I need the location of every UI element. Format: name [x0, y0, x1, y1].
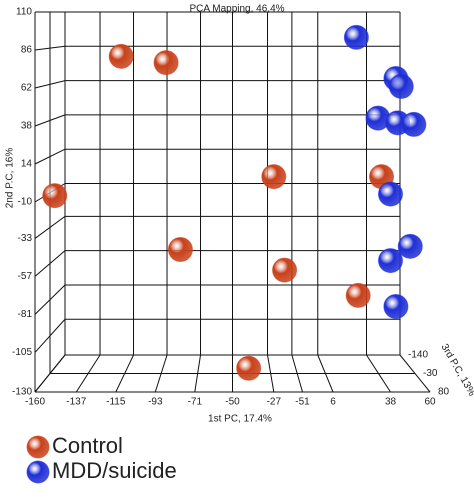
y-tick-label: -130	[12, 387, 32, 398]
point	[153, 50, 179, 76]
y-tick-label: -57	[18, 271, 33, 282]
z-tick-label: 80	[438, 387, 450, 398]
y-tick-label: -33	[18, 233, 33, 244]
legend-label: Control	[52, 433, 123, 458]
point	[343, 24, 369, 50]
y-tick-label: -10	[18, 197, 33, 208]
point	[378, 181, 403, 207]
point	[378, 248, 403, 274]
y-tick-label: -81	[18, 309, 33, 320]
legend-label: MDD/suicide	[52, 458, 177, 483]
x-tick-label: -115	[106, 397, 126, 408]
legend-marker	[26, 435, 50, 459]
x-tick-label: -71	[188, 397, 203, 408]
point	[261, 164, 287, 190]
x-tick-label: -137	[66, 397, 86, 408]
chart-title: PCA Mapping, 46.4%	[189, 4, 284, 15]
grid	[34, 11, 431, 393]
point	[345, 282, 371, 308]
x-axis-label: 1st PC, 17.4%	[208, 414, 272, 425]
point	[167, 237, 193, 262]
point	[108, 43, 134, 69]
x-tick-label: -27	[267, 397, 282, 408]
point	[383, 294, 409, 319]
z-tick-label: -140	[408, 350, 428, 361]
x-tick-label: 6	[330, 397, 336, 408]
y-axis-label: 2nd P.C, 16%	[5, 148, 16, 209]
point	[236, 355, 262, 381]
x-tick-label: -50	[225, 397, 240, 408]
y-tick-label: 38	[21, 121, 33, 132]
z-tick-label: -30	[423, 368, 438, 379]
y-tick-label: 62	[21, 83, 33, 94]
point	[401, 111, 427, 137]
point	[42, 183, 68, 209]
x-tick-label: 38	[385, 397, 397, 408]
point	[388, 73, 414, 99]
x-tick-label: 60	[424, 397, 436, 408]
point	[272, 257, 298, 283]
y-tick-label: 110	[16, 7, 32, 18]
y-tick-label: -105	[12, 347, 32, 358]
y-tick-label: 14	[21, 159, 33, 170]
y-tick-label: 86	[21, 45, 33, 56]
x-tick-label: -93	[148, 397, 163, 408]
point	[397, 233, 423, 259]
x-tick-label: -160	[25, 397, 45, 408]
legend-marker	[26, 460, 50, 484]
x-tick-label: -51	[295, 397, 310, 408]
